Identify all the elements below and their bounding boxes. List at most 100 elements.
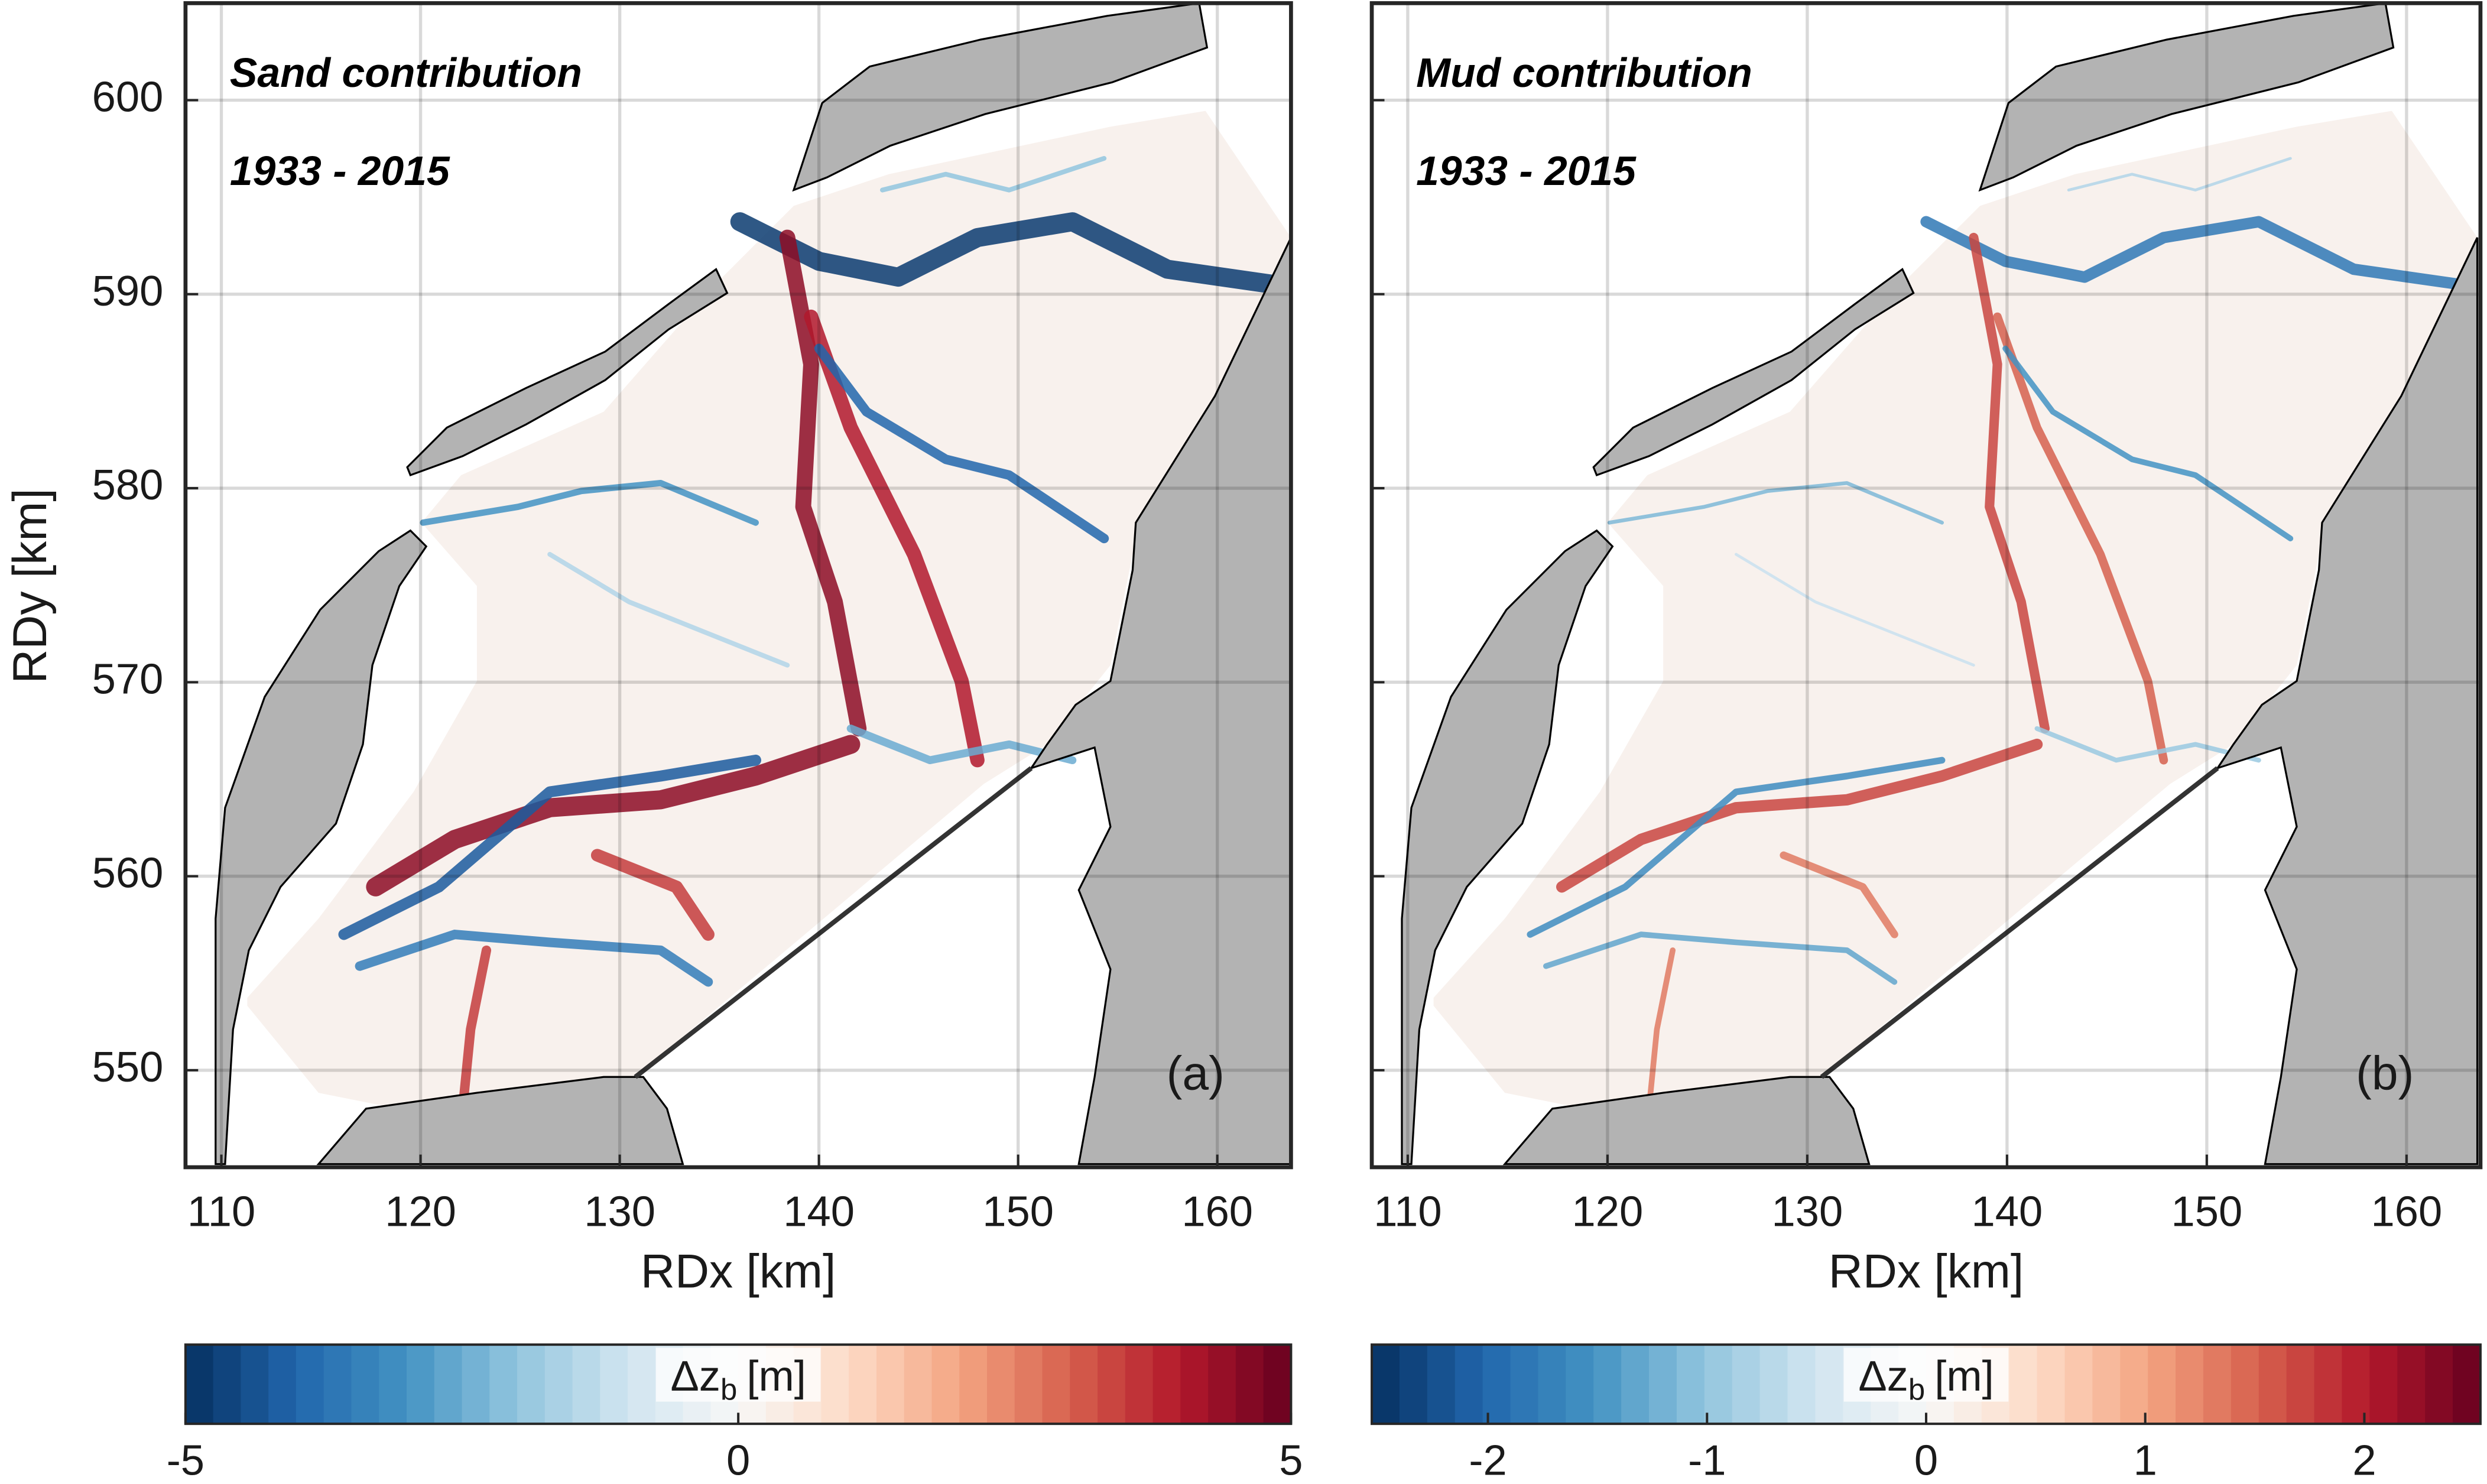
colorbar-tick-label: 0 <box>726 1437 750 1484</box>
colorbar-step <box>2453 1345 2482 1424</box>
x-tick-label: 150 <box>982 1189 1054 1236</box>
colorbar-label-bg <box>1843 1347 2009 1402</box>
colorbar-step <box>987 1345 1016 1424</box>
channel-streak <box>1993 312 2168 765</box>
y-tick-label: 580 <box>92 462 164 509</box>
colorbar-step <box>1427 1345 1456 1424</box>
colorbar-step <box>1676 1345 1706 1424</box>
y-axis-label: RDy [km] <box>4 488 57 683</box>
panel-title: Sand contribution <box>230 50 582 96</box>
y-tick-label: 600 <box>92 74 164 121</box>
colorbar-step <box>2176 1345 2204 1424</box>
x-tick-label: 130 <box>1772 1189 1843 1236</box>
land <box>2215 237 2479 1165</box>
map-layer <box>215 3 1291 1165</box>
colorbar-step <box>268 1345 297 1424</box>
colorbar-tick-label: 0 <box>1914 1437 1938 1484</box>
colorbar-step <box>1372 1345 1401 1424</box>
model-domain <box>247 111 1291 1109</box>
channel-streak <box>547 551 790 668</box>
colorbar-step <box>2286 1345 2316 1424</box>
map-layer <box>1401 3 2479 1165</box>
channel-streak <box>1969 232 2050 733</box>
x-axis-label: RDx [km] <box>641 1245 836 1298</box>
colorbar-step <box>572 1345 601 1424</box>
channel-streak <box>1543 931 1898 985</box>
x-tick-label: 140 <box>783 1189 855 1236</box>
colorbar-step <box>2230 1345 2260 1424</box>
colorbar-step <box>1732 1345 1761 1424</box>
colorbar-step <box>1098 1345 1126 1424</box>
label-symbol: Δz <box>1858 1353 1908 1400</box>
colorbar-step <box>1787 1345 1817 1424</box>
land <box>215 529 428 1165</box>
y-tick-label: 550 <box>92 1044 164 1091</box>
colorbar-label-bg <box>655 1347 821 1402</box>
x-tick-label: 110 <box>1374 1189 1441 1236</box>
x-tick-label: 120 <box>385 1189 456 1236</box>
channel-streak <box>730 212 1288 295</box>
channel-streak <box>804 309 985 768</box>
bed-change-field <box>338 155 1288 1113</box>
channel-streak <box>1646 947 1676 1112</box>
colorbar-step <box>1070 1345 1099 1424</box>
channel-streak <box>1780 851 1898 939</box>
colorbar-step <box>2203 1345 2232 1424</box>
land <box>792 3 1209 192</box>
land <box>406 268 729 476</box>
colorbar-step <box>1621 1345 1650 1424</box>
x-tick-label: 160 <box>2371 1189 2443 1236</box>
channel-streak <box>590 849 715 941</box>
colorbar-step <box>2009 1345 2038 1424</box>
colorbar-step <box>2425 1345 2454 1424</box>
colorbar-step <box>1538 1345 1567 1424</box>
panel-label: (b) <box>2356 1047 2414 1100</box>
channel-streak <box>2002 345 2294 541</box>
colorbar: -5 0 5 Δzb [m] <box>167 1343 1303 1484</box>
channel-streak <box>338 754 761 940</box>
colorbar-step <box>2369 1345 2398 1424</box>
colorbar-step <box>185 1345 215 1424</box>
colorbar: -2 -1 0 1 2 Δzb [m] <box>1371 1343 2482 1484</box>
panel-period: 1933 - 2015 <box>230 148 450 194</box>
channel-streak <box>1556 738 2043 893</box>
colorbar-step <box>1042 1345 1071 1424</box>
colorbar-step <box>1704 1345 1733 1424</box>
colorbar-step <box>241 1345 270 1424</box>
model-domain <box>1433 111 2478 1109</box>
colorbar-step <box>2397 1345 2426 1424</box>
colorbar-step <box>628 1345 657 1424</box>
colorbar-step <box>2037 1345 2066 1424</box>
colorbar-step <box>1235 1345 1265 1424</box>
colorbar-step <box>517 1345 546 1424</box>
label-subscript: b <box>1908 1373 1925 1407</box>
colorbar-tick-label: 2 <box>2352 1437 2376 1484</box>
colorbar-step <box>489 1345 518 1424</box>
y-tick-label: 570 <box>92 655 164 703</box>
channel-streak <box>457 945 492 1113</box>
colorbar-step <box>379 1345 408 1424</box>
colorbar-step <box>434 1345 463 1424</box>
colorbar-step <box>2064 1345 2093 1424</box>
colorbar-step <box>1125 1345 1154 1424</box>
label-symbol: Δz <box>670 1353 720 1400</box>
channel-streak <box>879 155 1107 193</box>
colorbar-step <box>2092 1345 2121 1424</box>
channel-streak <box>814 343 1109 544</box>
colorbar-step <box>1152 1345 1181 1424</box>
channel-streak <box>366 735 861 897</box>
x-axis-label: RDx [km] <box>1829 1245 2024 1298</box>
colorbar-step <box>904 1345 933 1424</box>
land <box>1401 529 1614 1165</box>
label-unit: [m] <box>746 1353 806 1400</box>
colorbar-step <box>1593 1345 1622 1424</box>
colorbar-step <box>1399 1345 1428 1424</box>
colorbar-step <box>1510 1345 1540 1424</box>
colorbar-step <box>1454 1345 1484 1424</box>
colorbar-step <box>1649 1345 1678 1424</box>
colorbar-step <box>544 1345 574 1424</box>
x-tick-label: 160 <box>1181 1189 1253 1236</box>
colorbar-step <box>1263 1345 1293 1424</box>
